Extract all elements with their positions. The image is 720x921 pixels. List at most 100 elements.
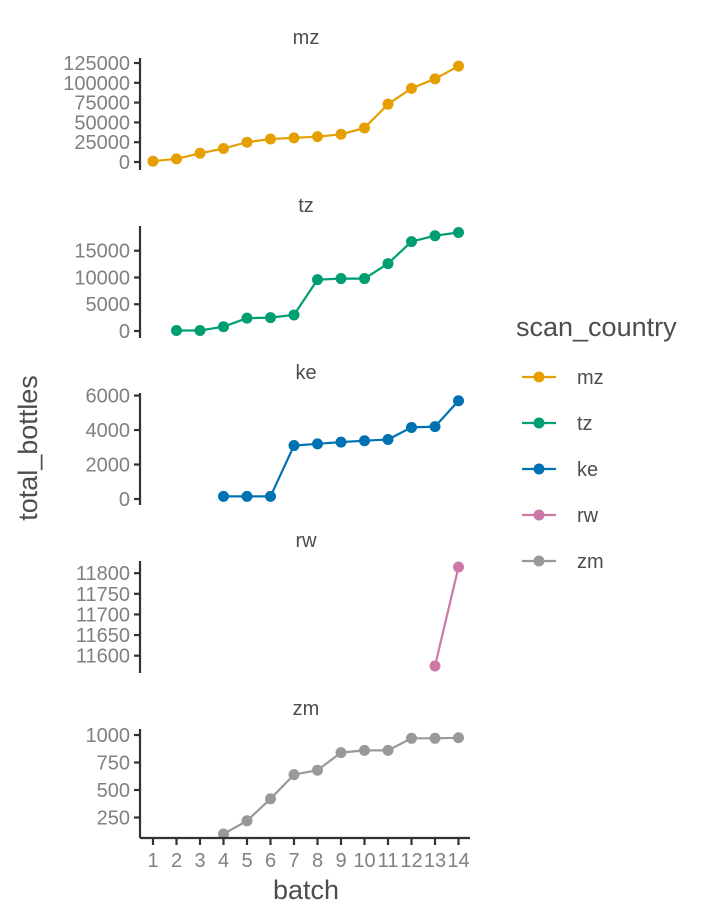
data-point-mz <box>194 147 206 159</box>
y-tick-label-ke: 0 <box>119 489 130 511</box>
data-point-tz <box>241 312 253 324</box>
facet-panels: mz0250005000075000100000125000tz05000100… <box>63 27 470 872</box>
panel-title-zm: zm <box>293 698 320 720</box>
data-point-mz <box>312 131 323 143</box>
data-point-ke <box>406 421 417 433</box>
data-point-tz <box>218 321 229 333</box>
data-point-tz <box>171 324 182 336</box>
y-tick-label-tz: 0 <box>119 321 130 343</box>
data-point-mz <box>171 153 182 165</box>
legend-key-point <box>533 509 545 521</box>
x-axis: 1 2 3 4 5 6 7 8 9 10 11 12 13 14 <box>140 836 470 872</box>
data-point-zm <box>382 744 394 756</box>
data-point-mz <box>218 143 229 155</box>
data-point-mz <box>241 136 253 148</box>
data-point-ke <box>382 434 394 446</box>
series-line-mz <box>152 65 460 163</box>
y-tick-label-tz: 15000 <box>74 241 130 263</box>
data-point-zm <box>241 815 253 827</box>
legend-label: mz <box>577 367 604 389</box>
y-tick-label-mz: 0 <box>119 152 130 174</box>
panel-title-mz: mz <box>293 27 320 49</box>
data-point-tz <box>382 258 394 270</box>
x-tick-label: 9 <box>335 850 346 872</box>
x-tick-label: 13 <box>424 850 446 872</box>
data-point-mz <box>147 155 159 167</box>
x-tick-label: 5 <box>241 850 252 872</box>
data-point-zm <box>288 769 300 781</box>
x-tick-label: 11 <box>378 850 399 872</box>
x-tick-label: 12 <box>400 850 422 872</box>
data-point-tz <box>335 273 347 285</box>
y-tick-label-rw: 11600 <box>76 646 130 668</box>
legend-item-rw: rw <box>522 505 599 527</box>
y-tick-label-zm: 250 <box>97 808 130 830</box>
data-point-ke <box>265 490 276 502</box>
y-tick-label-tz: 5000 <box>86 294 131 316</box>
data-point-mz <box>359 122 370 134</box>
x-tick-label: 1 <box>147 850 158 872</box>
series-line-ke <box>223 399 460 498</box>
x-tick-label: 10 <box>353 850 375 872</box>
data-point-mz <box>406 82 417 94</box>
legend-title: scan_country <box>516 312 677 342</box>
data-point-tz <box>453 227 464 239</box>
legend-label: zm <box>577 551 604 573</box>
data-point-mz <box>453 60 464 72</box>
data-point-rw <box>429 660 441 672</box>
legend-item-tz: tz <box>522 413 593 435</box>
panel-title-rw: rw <box>295 530 317 552</box>
data-point-mz <box>265 133 276 145</box>
data-point-tz <box>265 312 276 324</box>
y-tick-label-zm: 1000 <box>86 725 131 747</box>
data-point-ke <box>453 395 464 407</box>
data-point-ke <box>312 438 323 450</box>
data-point-ke <box>288 440 300 452</box>
y-tick-label-ke: 4000 <box>86 420 131 442</box>
legend-key-point <box>533 463 545 475</box>
legend-item-zm: zm <box>522 551 604 573</box>
data-point-tz <box>312 274 323 286</box>
x-tick-label: 4 <box>218 850 229 872</box>
facet-panel-ke: ke 0 2000 4000 6000 <box>86 362 464 511</box>
panel-title-ke: ke <box>295 362 316 384</box>
data-point-zm <box>335 747 347 759</box>
y-tick-label-rw: 11700 <box>76 604 130 626</box>
data-point-rw <box>453 561 464 573</box>
data-point-ke <box>335 436 347 448</box>
data-point-zm <box>265 793 276 805</box>
y-axis-title: total_bottles <box>13 375 43 521</box>
data-point-ke <box>429 421 441 433</box>
data-point-ke <box>241 490 253 502</box>
legend-item-ke: ke <box>522 459 598 481</box>
data-point-ke <box>359 435 370 447</box>
data-point-zm <box>312 764 323 776</box>
y-tick-label-mz: 50000 <box>74 112 130 134</box>
legend-item-mz: mz <box>522 367 604 389</box>
data-point-tz <box>194 324 206 336</box>
data-point-tz <box>359 273 370 285</box>
data-point-ke <box>218 490 229 502</box>
data-point-mz <box>429 73 441 85</box>
series-line-rw <box>433 566 460 667</box>
legend-label: rw <box>577 505 599 527</box>
y-tick-label-ke: 2000 <box>86 455 131 477</box>
y-tick-label-rw: 11800 <box>76 563 130 585</box>
y-tick-label-rw: 11650 <box>76 625 130 647</box>
y-tick-label-rw: 11750 <box>76 584 130 606</box>
x-tick-label: 3 <box>194 850 205 872</box>
legend-label: ke <box>577 459 598 481</box>
legend: scan_country mz tz ke rw zm <box>516 312 677 573</box>
panel-title-tz: tz <box>298 195 314 217</box>
legend-label: tz <box>577 413 593 435</box>
legend-key-point <box>533 555 545 567</box>
data-point-zm <box>453 732 464 744</box>
y-tick-label-ke: 6000 <box>86 386 131 408</box>
y-tick-label-mz: 125000 <box>63 53 130 75</box>
y-tick-label-mz: 100000 <box>63 73 130 95</box>
data-point-tz <box>406 236 417 248</box>
